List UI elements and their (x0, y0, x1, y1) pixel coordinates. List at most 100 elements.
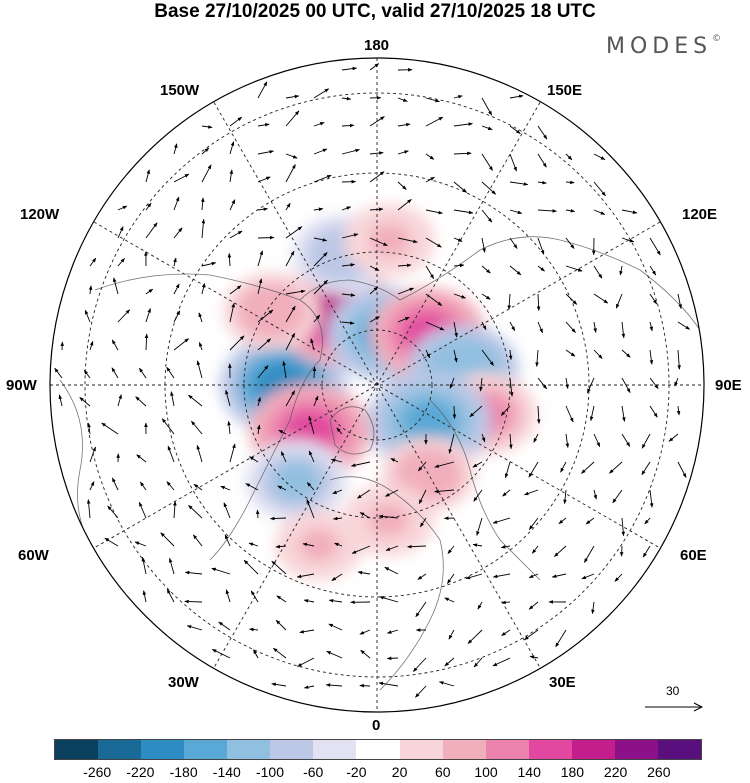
lon-label-150e: 150E (547, 82, 583, 99)
wind-arrow (677, 293, 682, 309)
wind-arrow (668, 433, 679, 442)
wind-arrow (282, 360, 287, 379)
colorbar-ticks: -260 -220 -180 -140 -100 -60 -20 20 60 100 140 180 2… (54, 764, 702, 782)
wind-arrow (434, 489, 455, 494)
wind-arrow (649, 377, 659, 389)
wind-arrow (201, 125, 213, 129)
anomaly-blob (298, 529, 339, 561)
wind-arrow (528, 573, 539, 579)
wind-arrow (272, 647, 287, 659)
colorbar-tick: -180 (169, 764, 198, 780)
wind-arrow (453, 263, 465, 268)
wind-arrow (193, 483, 203, 491)
colorbar-swatch (184, 740, 228, 759)
wind-arrow (378, 681, 399, 687)
wind-arrow (313, 237, 328, 242)
wind-arrow (196, 444, 203, 463)
wind-arrow (453, 321, 458, 338)
colorbar-tick: -140 (212, 764, 241, 780)
wind-arrow (593, 181, 606, 197)
wind-arrow (621, 377, 631, 393)
colorbar-tick: -100 (255, 764, 285, 780)
wind-arrow (565, 293, 578, 305)
wind-arrow (537, 377, 548, 390)
wind-arrow (537, 153, 547, 168)
wind-arrow (313, 174, 332, 183)
wind-arrow (586, 377, 595, 394)
wind-arrow (551, 573, 567, 578)
wind-arrow (196, 360, 203, 379)
wind-arrow (481, 321, 487, 331)
wind-arrow (492, 573, 511, 579)
colorbar-tick: -20 (346, 764, 367, 780)
wind-arrow (277, 485, 287, 491)
wind-arrow (89, 340, 94, 351)
colorbar (54, 739, 702, 760)
wind-arrow (111, 367, 119, 379)
wind-arrow (614, 573, 623, 582)
wind-arrow (537, 125, 548, 140)
wind-arrow (257, 396, 261, 407)
wind-arrow (536, 405, 541, 424)
wind-arrow (89, 446, 96, 463)
wind-arrow (54, 367, 63, 379)
wind-arrow (528, 517, 539, 530)
wind-arrow (677, 321, 691, 330)
wind-arrow (425, 321, 445, 331)
wind-arrow (425, 293, 443, 306)
wind-arrow (303, 685, 315, 689)
wind-arrow (211, 648, 231, 659)
wind-arrow (173, 143, 178, 155)
wind-arrow (201, 261, 217, 267)
wind-vectors (54, 63, 691, 698)
wind-arrow (325, 683, 343, 687)
wind-arrow (412, 657, 427, 672)
wind-arrow (160, 532, 175, 547)
wind-arrow (369, 207, 384, 212)
wind-arrow (89, 257, 97, 267)
wind-arrow (565, 377, 569, 390)
wind-arrow (593, 209, 606, 215)
wind-arrow (649, 293, 658, 305)
wind-arrow (257, 81, 268, 99)
wind-arrow (285, 94, 300, 99)
wind-arrow (447, 545, 455, 554)
wind-arrow (481, 293, 491, 300)
wind-arrow (166, 366, 175, 379)
wind-arrow (111, 339, 119, 351)
wind-arrow (378, 514, 399, 519)
wind-arrow (476, 517, 483, 536)
wind-arrow (257, 176, 271, 183)
wind-arrow (649, 237, 661, 256)
wind-arrow (369, 63, 380, 71)
wind-arrow (303, 599, 315, 603)
wind-arrow (581, 461, 595, 474)
wind-arrow (369, 265, 380, 272)
wind-arrow (509, 153, 517, 172)
wind-arrow (467, 629, 483, 644)
wind-arrow (481, 265, 491, 274)
wind-arrow (677, 349, 681, 370)
wind-arrow (472, 543, 483, 547)
wind-arrow (369, 237, 388, 247)
wind-arrow (492, 657, 511, 667)
wind-arrow (186, 625, 203, 631)
wind-arrow (296, 573, 315, 579)
wind-arrow (612, 489, 623, 504)
wind-arrow (276, 595, 287, 603)
colorbar-swatch (614, 740, 658, 759)
wind-arrow (224, 534, 231, 547)
wind-arrow (504, 461, 511, 479)
wind-arrow (469, 405, 483, 418)
wind-arrow (593, 349, 603, 359)
wind-arrow (173, 173, 190, 183)
wind-arrow (528, 461, 539, 478)
wind-arrow (357, 489, 371, 499)
wind-arrow (86, 499, 91, 519)
wind-arrow (453, 95, 463, 99)
wind-arrow (397, 97, 408, 102)
wind-arrow (438, 681, 455, 687)
colorbar-tick: 220 (603, 764, 628, 780)
wind-arrow (350, 461, 371, 467)
wind-arrow (619, 545, 624, 557)
